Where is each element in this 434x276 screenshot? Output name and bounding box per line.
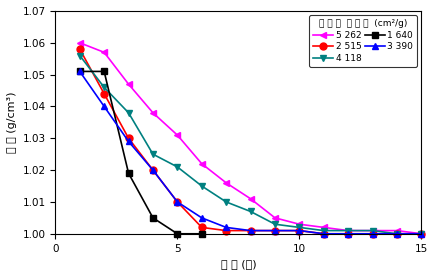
5 262 <box>296 222 301 226</box>
3 390 <box>394 232 399 235</box>
3 390 <box>247 229 253 232</box>
1 640 <box>150 216 155 219</box>
5 262 <box>174 133 180 137</box>
3 390 <box>320 232 326 235</box>
5 262 <box>223 181 228 184</box>
4 118 <box>272 222 277 226</box>
5 262 <box>150 111 155 115</box>
Line: 4 118: 4 118 <box>76 52 424 237</box>
1 640 <box>126 172 131 175</box>
2 515 <box>296 229 301 232</box>
3 390 <box>369 232 375 235</box>
3 390 <box>345 232 350 235</box>
Y-axis label: 밀 도 (g/cm³): 밀 도 (g/cm³) <box>7 92 17 153</box>
3 390 <box>77 70 82 73</box>
3 390 <box>418 232 423 235</box>
2 515 <box>369 232 375 235</box>
2 515 <box>126 137 131 140</box>
4 118 <box>320 229 326 232</box>
Line: 3 390: 3 390 <box>76 68 424 237</box>
3 390 <box>150 168 155 172</box>
2 515 <box>247 229 253 232</box>
2 515 <box>320 232 326 235</box>
Line: 5 262: 5 262 <box>76 39 424 237</box>
5 262 <box>247 197 253 200</box>
1 640 <box>77 70 82 73</box>
5 262 <box>394 229 399 232</box>
2 515 <box>345 232 350 235</box>
5 262 <box>272 216 277 219</box>
3 390 <box>126 140 131 143</box>
5 262 <box>418 232 423 235</box>
3 390 <box>272 229 277 232</box>
4 118 <box>101 86 106 89</box>
4 118 <box>126 111 131 115</box>
Line: 2 515: 2 515 <box>76 46 424 237</box>
3 390 <box>296 229 301 232</box>
1 640 <box>199 232 204 235</box>
X-axis label: 시 간 (분): 시 간 (분) <box>220 259 256 269</box>
4 118 <box>223 200 228 204</box>
2 515 <box>77 47 82 51</box>
4 118 <box>418 232 423 235</box>
2 515 <box>150 168 155 172</box>
4 118 <box>296 226 301 229</box>
4 118 <box>394 232 399 235</box>
2 515 <box>199 226 204 229</box>
5 262 <box>126 83 131 86</box>
3 390 <box>199 216 204 219</box>
5 262 <box>345 229 350 232</box>
2 515 <box>394 232 399 235</box>
5 262 <box>199 162 204 165</box>
Line: 1 640: 1 640 <box>76 68 205 237</box>
5 262 <box>101 51 106 54</box>
3 390 <box>223 226 228 229</box>
2 515 <box>418 232 423 235</box>
3 390 <box>101 105 106 108</box>
Legend: 5 262, 2 515, 4 118, 1 640, 3 390: 5 262, 2 515, 4 118, 1 640, 3 390 <box>309 15 416 67</box>
4 118 <box>77 54 82 57</box>
4 118 <box>369 229 375 232</box>
2 515 <box>174 200 180 204</box>
2 515 <box>223 229 228 232</box>
4 118 <box>345 229 350 232</box>
4 118 <box>199 184 204 188</box>
3 390 <box>174 200 180 204</box>
4 118 <box>247 210 253 213</box>
1 640 <box>174 232 180 235</box>
5 262 <box>369 229 375 232</box>
4 118 <box>174 165 180 169</box>
2 515 <box>101 92 106 95</box>
2 515 <box>272 229 277 232</box>
1 640 <box>101 70 106 73</box>
5 262 <box>77 41 82 44</box>
5 262 <box>320 226 326 229</box>
4 118 <box>150 153 155 156</box>
